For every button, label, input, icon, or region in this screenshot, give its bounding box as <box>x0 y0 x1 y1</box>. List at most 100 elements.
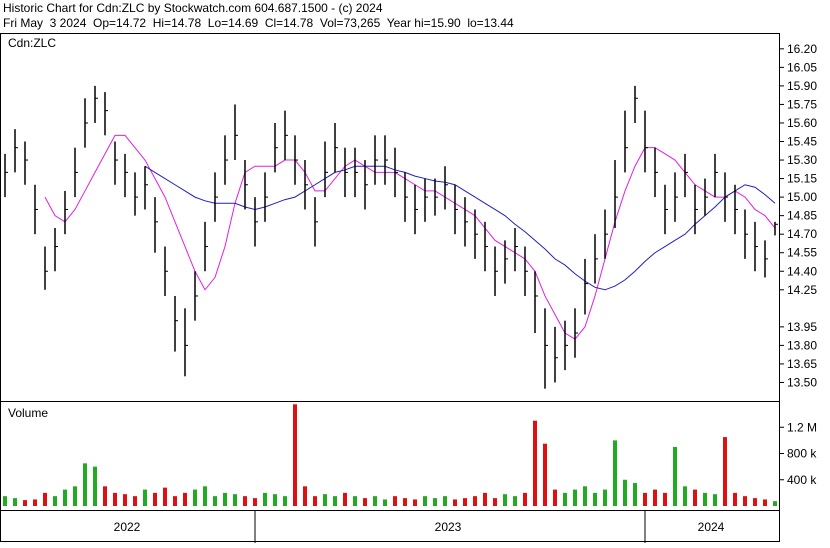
volume-bar <box>163 487 167 506</box>
y-tick-label: 1.2 M <box>787 420 817 434</box>
volume-bar <box>603 489 607 506</box>
y-tick-label: 13.95 <box>787 320 817 334</box>
volume-bar <box>93 466 97 506</box>
chart-title: Historic Chart for Cdn:ZLC by Stockwatch… <box>3 1 383 15</box>
y-tick-label: 15.90 <box>787 79 817 93</box>
volume-bar <box>343 492 347 506</box>
y-tick-label: 14.25 <box>787 283 817 297</box>
volume-bar <box>403 498 407 506</box>
volume-bar <box>143 489 147 506</box>
volume-bar <box>753 498 757 506</box>
volume-bar <box>43 492 47 506</box>
volume-bar <box>493 498 497 506</box>
volume-bar <box>693 489 697 506</box>
y-tick-label: 15.45 <box>787 135 817 149</box>
y-tick-label: 14.55 <box>787 246 817 260</box>
volume-bar <box>773 501 777 506</box>
volume-bar <box>683 486 687 506</box>
y-tick-label: 15.60 <box>787 116 817 130</box>
volume-bar <box>73 486 77 506</box>
volume-bar <box>423 496 427 506</box>
volume-bar <box>103 486 107 506</box>
volume-bar <box>763 499 767 506</box>
y-tick-label: 400 k <box>787 473 817 487</box>
volume-bar <box>743 496 747 506</box>
volume-bar <box>173 496 177 506</box>
volume-bar <box>273 494 277 506</box>
volume-bar <box>503 494 507 506</box>
y-tick-label: 13.50 <box>787 375 817 389</box>
y-tick-label: 15.75 <box>787 97 817 111</box>
volume-bar <box>573 489 577 506</box>
volume-bar <box>23 500 27 506</box>
volume-bar <box>613 440 617 506</box>
y-tick-label: 14.40 <box>787 264 817 278</box>
volume-bar <box>193 489 197 506</box>
volume-bar <box>653 489 657 506</box>
volume-bar <box>303 486 307 506</box>
y-tick-label: 16.05 <box>787 60 817 74</box>
price-panel <box>0 33 780 402</box>
volume-bar <box>373 496 377 506</box>
volume-bar <box>133 496 137 506</box>
volume-bar <box>663 492 667 506</box>
volume-bar <box>293 404 297 506</box>
y-tick-label: 13.65 <box>787 357 817 371</box>
y-tick-label: 15.15 <box>787 172 817 186</box>
volume-bar <box>633 483 637 506</box>
volume-bar <box>33 499 37 506</box>
x-tick-label: 2023 <box>435 520 462 534</box>
volume-bar <box>513 496 517 506</box>
volume-bar <box>83 463 87 506</box>
x-tick-label: 2022 <box>114 520 141 534</box>
volume-bar <box>233 494 237 506</box>
volume-bar <box>243 496 247 506</box>
volume-bar <box>323 494 327 506</box>
y-tick-label: 15.30 <box>787 153 817 167</box>
symbol-label: Cdn:ZLC <box>8 36 56 50</box>
volume-bar <box>13 498 17 506</box>
volume-bar <box>733 492 737 506</box>
volume-bar <box>3 496 7 506</box>
volume-bar <box>363 498 367 506</box>
volume-bar <box>183 492 187 506</box>
y-tick-label: 16.20 <box>787 42 817 56</box>
volume-bar <box>703 492 707 506</box>
y-tick-label: 14.70 <box>787 227 817 241</box>
volume-bar <box>213 496 217 506</box>
volume-bar <box>393 496 397 506</box>
volume-bar <box>223 492 227 506</box>
volume-bar <box>53 496 57 506</box>
volume-bar <box>553 489 557 506</box>
volume-bar <box>473 496 477 506</box>
volume-bar <box>113 492 117 506</box>
x-tick-label: 2024 <box>698 520 725 534</box>
chart-subtitle: Fri May 3 2024 Op=14.72 Hi=14.78 Lo=14.6… <box>3 16 514 30</box>
volume-bar <box>353 496 357 506</box>
volume-bar <box>313 496 317 506</box>
volume-bar <box>483 492 487 506</box>
volume-bar <box>563 492 567 506</box>
volume-bar <box>673 446 677 506</box>
moving-average <box>44 134 776 340</box>
volume-bar <box>203 486 207 506</box>
volume-bar <box>63 489 67 506</box>
volume-bar <box>523 492 527 506</box>
date-strip <box>0 510 780 542</box>
volume-bar <box>153 492 157 506</box>
volume-bar <box>263 492 267 506</box>
moving-average <box>144 165 776 291</box>
volume-bar <box>443 496 447 506</box>
volume-bar <box>333 496 337 506</box>
volume-bar <box>533 420 537 506</box>
volume-bar <box>593 492 597 506</box>
y-tick-label: 800 k <box>787 447 817 461</box>
volume-bar <box>433 498 437 506</box>
volume-panel <box>0 401 780 511</box>
volume-bar <box>413 499 417 506</box>
volume-bar <box>383 499 387 506</box>
volume-bar <box>623 479 627 506</box>
volume-bar <box>123 494 127 506</box>
volume-bar <box>463 498 467 506</box>
